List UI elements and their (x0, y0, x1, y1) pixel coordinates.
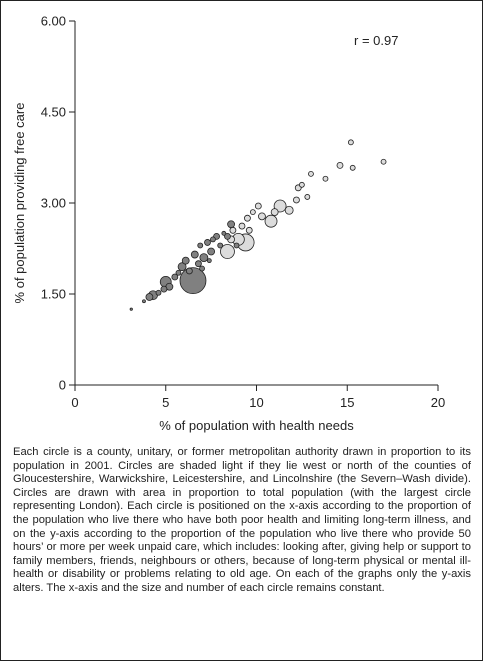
data-point (293, 196, 300, 204)
data-point (206, 258, 212, 264)
data-point (171, 273, 179, 281)
data-point (190, 250, 199, 259)
y-tick-label: 0 (59, 378, 66, 393)
y-tick-label: 4.50 (41, 105, 66, 120)
data-point (129, 307, 133, 311)
y-axis-label: % of population providing free care (12, 103, 27, 304)
data-point (217, 242, 224, 249)
data-point (349, 164, 356, 171)
data-point (284, 205, 294, 215)
data-point (308, 170, 314, 177)
data-point (199, 265, 205, 272)
data-point (204, 239, 211, 246)
y-ticks: 0 1.50 3.00 4.50 6.00 (41, 14, 75, 393)
data-point (220, 244, 235, 259)
y-tick-label: 1.50 (41, 287, 66, 302)
data-point (304, 194, 311, 200)
data-point (229, 226, 237, 234)
y-tick-label: 3.00 (41, 196, 66, 211)
x-tick-label: 5 (162, 395, 169, 410)
data-point (298, 181, 305, 188)
axes: 0 1.50 3.00 4.50 6.00 0 5 10 15 20 (41, 14, 446, 411)
x-ticks: 0 5 10 15 20 (71, 385, 445, 410)
data-point (199, 253, 209, 263)
data-point (380, 158, 387, 165)
data-point (177, 262, 187, 272)
data-point (254, 202, 262, 210)
data-point (195, 260, 202, 268)
data-point (221, 230, 227, 236)
data-point (336, 161, 344, 169)
x-axis-label: % of population with health needs (159, 418, 354, 433)
data-point (322, 175, 329, 182)
x-tick-label: 15 (340, 395, 354, 410)
x-tick-label: 20 (431, 395, 445, 410)
correlation-annotation: r = 0.97 (354, 33, 398, 48)
data-point (181, 256, 190, 265)
data-point (142, 299, 146, 304)
data-points (129, 139, 387, 311)
data-point (179, 267, 207, 295)
data-point (258, 212, 266, 221)
data-point (244, 214, 251, 222)
data-point (207, 247, 216, 256)
data-point (160, 285, 168, 293)
data-point (270, 208, 279, 217)
data-point (155, 289, 162, 296)
data-point (175, 269, 182, 276)
data-point (249, 209, 256, 216)
figure-caption: Each circle is a county, unitary, or for… (13, 446, 471, 594)
data-point (264, 214, 278, 228)
data-point (210, 236, 216, 243)
x-tick-label: 0 (71, 395, 78, 410)
data-point (197, 242, 204, 249)
x-tick-label: 10 (249, 395, 263, 410)
scatter-chart: 0 1.50 3.00 4.50 6.00 0 5 10 15 20 % of populati… (12, 14, 446, 434)
data-point (185, 267, 193, 275)
data-point (273, 199, 287, 213)
data-point (347, 139, 354, 146)
data-point (224, 232, 231, 240)
data-point (145, 293, 154, 301)
y-tick-label: 6.00 (41, 14, 66, 29)
data-point (227, 220, 235, 229)
data-point (245, 226, 253, 234)
data-point (233, 242, 240, 249)
data-point (238, 222, 246, 230)
